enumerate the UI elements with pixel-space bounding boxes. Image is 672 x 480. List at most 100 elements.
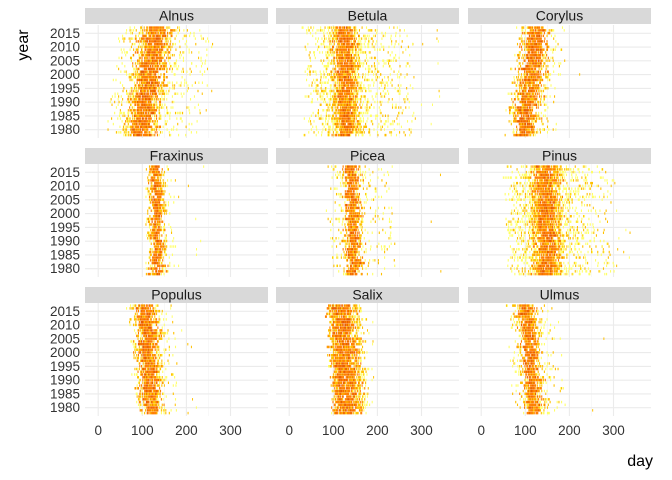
- heat-cell: [164, 45, 166, 49]
- heat-cell: [516, 133, 518, 137]
- heat-cell: [158, 198, 160, 201]
- heat-cell: [163, 84, 165, 87]
- heat-cell: [164, 253, 166, 257]
- heat-cell: [335, 48, 337, 51]
- heat-cell: [347, 114, 349, 118]
- heat-cell: [155, 250, 157, 254]
- heat-cell: [352, 122, 354, 126]
- heat-cell: [189, 67, 191, 71]
- heat-cell: [141, 64, 143, 68]
- heat-cell: [149, 109, 151, 112]
- heat-cell: [154, 31, 156, 35]
- heat-cell: [356, 95, 358, 98]
- heat-cell: [360, 51, 362, 54]
- heat-cell: [329, 103, 331, 107]
- heat-cell: [160, 114, 162, 118]
- heat-cell: [133, 26, 136, 29]
- heat-cell: [352, 259, 354, 262]
- heat-cell: [196, 248, 198, 251]
- heat-cell: [526, 133, 528, 137]
- heat-cell: [180, 81, 182, 84]
- heat-cell: [143, 92, 145, 95]
- heat-cell: [341, 98, 343, 101]
- heat-cell: [357, 261, 359, 265]
- heat-cell: [151, 270, 153, 273]
- heat-cell: [159, 234, 161, 237]
- heat-cell: [318, 45, 320, 49]
- heat-cell: [350, 84, 353, 87]
- heat-cell: [513, 111, 515, 115]
- heat-cell: [540, 51, 542, 54]
- heat-cell: [523, 56, 525, 60]
- heat-cell: [317, 131, 319, 134]
- heat-cell: [368, 51, 370, 54]
- heat-cell: [525, 131, 527, 134]
- heat-cell: [524, 73, 526, 76]
- heat-cell: [328, 73, 330, 76]
- heat-cell: [389, 53, 391, 57]
- heat-cell: [528, 98, 530, 101]
- heat-cell: [529, 106, 531, 109]
- heat-cell: [366, 100, 368, 104]
- heat-cell: [329, 51, 331, 54]
- heat-cell: [163, 29, 165, 32]
- heat-cell: [160, 56, 162, 60]
- heat-cell: [412, 42, 414, 46]
- heat-cell: [156, 122, 158, 126]
- heat-cell: [519, 51, 521, 54]
- heat-cell: [180, 53, 182, 57]
- heat-cell: [527, 75, 529, 79]
- heat-cell: [541, 48, 543, 51]
- heat-cell: [151, 42, 153, 46]
- heat-cell: [344, 100, 346, 104]
- heat-cell: [162, 198, 164, 201]
- heat-cell: [148, 256, 150, 259]
- heat-cell: [522, 125, 524, 129]
- heat-cell: [157, 56, 159, 60]
- heat-cell: [148, 133, 150, 137]
- heat-cell: [351, 248, 353, 251]
- heat-cell: [354, 73, 356, 76]
- heat-cell: [335, 64, 337, 68]
- heat-cell: [146, 40, 148, 43]
- heat-cell: [352, 70, 354, 73]
- heat-cell: [149, 250, 151, 254]
- heat-cell: [136, 81, 138, 84]
- heat-cell: [337, 92, 339, 95]
- heat-cell: [539, 62, 541, 65]
- heat-cell: [383, 48, 385, 51]
- heat-cell: [135, 92, 137, 95]
- heat-cell: [145, 131, 147, 134]
- heat-cell: [161, 131, 163, 134]
- heat-cell: [550, 48, 552, 51]
- heat-cell: [133, 98, 135, 101]
- heat-cell: [335, 131, 337, 134]
- heat-cell: [355, 59, 357, 62]
- heat-cell: [143, 120, 145, 123]
- heat-cell: [345, 120, 347, 123]
- heat-cell: [399, 111, 401, 115]
- heat-cell: [351, 56, 353, 60]
- heat-cell: [358, 56, 360, 60]
- heat-cell: [543, 98, 545, 101]
- heat-cell: [540, 59, 542, 62]
- heat-cell: [355, 51, 357, 54]
- heat-cell: [535, 75, 537, 79]
- heat-cell: [356, 98, 358, 101]
- heat-cell: [148, 31, 150, 35]
- heat-cell: [513, 78, 515, 82]
- heat-cell: [169, 31, 171, 35]
- heat-cell: [369, 106, 372, 109]
- heat-cell: [528, 87, 530, 90]
- heat-cell: [309, 51, 311, 54]
- heat-cell: [360, 111, 362, 115]
- heat-cell: [540, 42, 542, 46]
- heat-cell: [354, 261, 356, 265]
- heat-cell: [350, 84, 352, 87]
- heat-cell: [154, 67, 156, 71]
- heat-cell: [539, 48, 541, 51]
- heat-cell: [345, 64, 347, 68]
- heat-cell: [519, 92, 521, 95]
- heat-cell: [362, 117, 364, 120]
- heat-cell: [350, 106, 352, 109]
